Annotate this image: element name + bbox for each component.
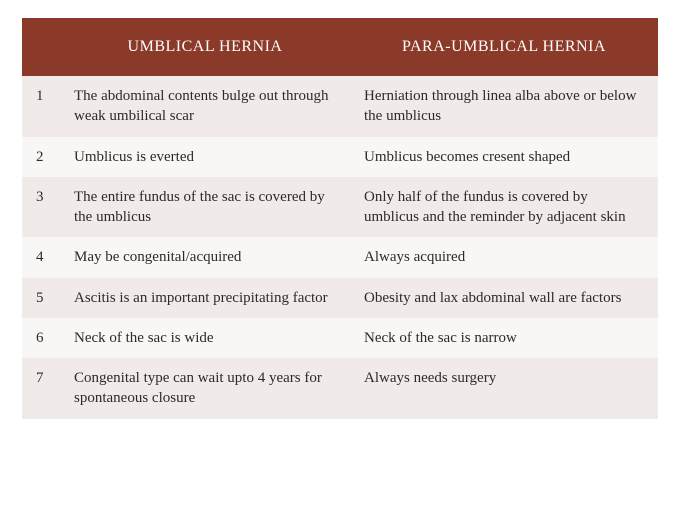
- cell-umbilical: Neck of the sac is wide: [60, 318, 350, 358]
- row-number: 1: [22, 76, 60, 137]
- cell-paraumbilical: Herniation through linea alba above or b…: [350, 76, 658, 137]
- cell-umbilical: The entire fundus of the sac is covered …: [60, 177, 350, 238]
- header-umbilical: UMBLICAL HERNIA: [60, 18, 350, 76]
- table-row: 3 The entire fundus of the sac is covere…: [22, 177, 658, 238]
- table-row: 1 The abdominal contents bulge out throu…: [22, 76, 658, 137]
- row-number: 6: [22, 318, 60, 358]
- cell-umbilical: The abdominal contents bulge out through…: [60, 76, 350, 137]
- cell-umbilical: May be congenital/acquired: [60, 237, 350, 277]
- cell-paraumbilical: Always acquired: [350, 237, 658, 277]
- row-number: 2: [22, 137, 60, 177]
- table-row: 5 Ascitis is an important precipitating …: [22, 278, 658, 318]
- table-row: 7 Congenital type can wait upto 4 years …: [22, 358, 658, 419]
- table-row: 6 Neck of the sac is wide Neck of the sa…: [22, 318, 658, 358]
- row-number: 7: [22, 358, 60, 419]
- cell-paraumbilical: Always needs surgery: [350, 358, 658, 419]
- cell-umbilical: Congenital type can wait upto 4 years fo…: [60, 358, 350, 419]
- cell-paraumbilical: Obesity and lax abdominal wall are facto…: [350, 278, 658, 318]
- table-body: 1 The abdominal contents bulge out throu…: [22, 76, 658, 419]
- header-num: [22, 18, 60, 76]
- table-row: 2 Umblicus is everted Umblicus becomes c…: [22, 137, 658, 177]
- cell-paraumbilical: Neck of the sac is narrow: [350, 318, 658, 358]
- row-number: 5: [22, 278, 60, 318]
- row-number: 3: [22, 177, 60, 238]
- cell-paraumbilical: Umblicus becomes cresent shaped: [350, 137, 658, 177]
- cell-paraumbilical: Only half of the fundus is covered by um…: [350, 177, 658, 238]
- table-header-row: UMBLICAL HERNIA PARA-UMBLICAL HERNIA: [22, 18, 658, 76]
- comparison-table: UMBLICAL HERNIA PARA-UMBLICAL HERNIA 1 T…: [22, 18, 658, 419]
- table-row: 4 May be congenital/acquired Always acqu…: [22, 237, 658, 277]
- row-number: 4: [22, 237, 60, 277]
- cell-umbilical: Ascitis is an important precipitating fa…: [60, 278, 350, 318]
- cell-umbilical: Umblicus is everted: [60, 137, 350, 177]
- header-paraumbilical: PARA-UMBLICAL HERNIA: [350, 18, 658, 76]
